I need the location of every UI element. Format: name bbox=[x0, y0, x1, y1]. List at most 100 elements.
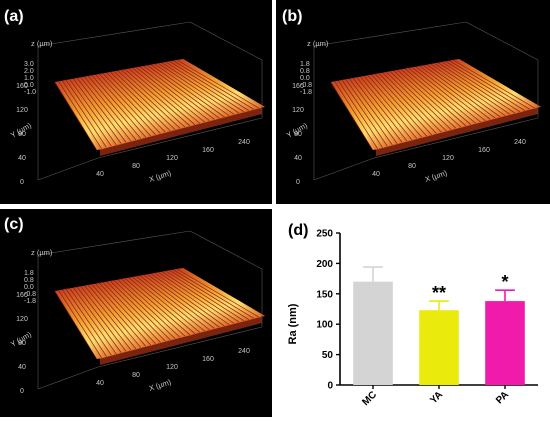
surface-ridge bbox=[415, 65, 493, 121]
x-tick-label: 160 bbox=[202, 147, 214, 154]
surface-ridge bbox=[125, 277, 197, 335]
y-tick-label: 0 bbox=[20, 179, 24, 186]
y-tick-label: 150 bbox=[316, 289, 333, 300]
surface-ridge bbox=[136, 66, 212, 122]
ridge-groove bbox=[87, 284, 142, 348]
significance-marker: ** bbox=[432, 283, 446, 303]
y-tick-label: 0 bbox=[296, 179, 300, 186]
surface-ridge bbox=[121, 278, 192, 337]
surface-ridge bbox=[419, 65, 498, 120]
ridge-groove bbox=[121, 278, 186, 337]
surface-ridge bbox=[452, 59, 542, 108]
surface-ridge bbox=[158, 62, 241, 115]
ridge-groove bbox=[349, 78, 398, 144]
surface-ridge bbox=[367, 74, 429, 138]
z-tick-label: 2.0 bbox=[24, 68, 34, 75]
ridge-groove bbox=[445, 61, 526, 111]
ridge-groove bbox=[374, 73, 432, 135]
y-tick-label: 0 bbox=[327, 381, 333, 392]
ridge-groove bbox=[117, 70, 181, 129]
surface-ridge bbox=[110, 280, 177, 340]
surface-ridge bbox=[143, 65, 222, 120]
ridge-groove bbox=[132, 276, 201, 333]
surface-ridge bbox=[364, 75, 424, 139]
surface-ridge bbox=[434, 62, 517, 115]
surface-ridge bbox=[169, 269, 256, 320]
surface-ridge bbox=[426, 63, 507, 117]
ridge-groove bbox=[169, 61, 250, 111]
y-tick-label: 40 bbox=[18, 155, 26, 162]
surface-ridge bbox=[91, 283, 153, 347]
surface-ridge bbox=[88, 284, 148, 348]
ridge-groove bbox=[73, 287, 122, 353]
ridge-groove bbox=[176, 59, 259, 109]
ridge-groove bbox=[110, 280, 171, 341]
surface-ridge bbox=[408, 67, 483, 124]
ridge-groove bbox=[150, 273, 225, 327]
z-tick-label: 1.0 bbox=[24, 75, 34, 82]
surface-ridge bbox=[106, 280, 172, 342]
surface-ridge bbox=[176, 268, 266, 317]
surface-ridge bbox=[165, 61, 251, 112]
ridge-groove bbox=[135, 67, 206, 123]
ridge-groove bbox=[161, 271, 240, 323]
ridge-groove bbox=[58, 290, 103, 358]
surface-ridge bbox=[69, 78, 123, 145]
surface-front-edge bbox=[376, 108, 538, 156]
surface-ridge bbox=[356, 76, 414, 142]
y-tick-label: 100 bbox=[316, 320, 333, 331]
x-tick-label: 120 bbox=[442, 155, 454, 162]
ridge-groove bbox=[110, 71, 171, 132]
ridge-groove bbox=[65, 288, 112, 356]
ridge-groove bbox=[430, 63, 506, 116]
x-tick-label: 80 bbox=[408, 163, 416, 170]
y-tick-label: 80 bbox=[18, 131, 26, 138]
x-tick-label: 40 bbox=[96, 171, 104, 178]
ridge-groove bbox=[419, 65, 491, 120]
ridge-groove bbox=[363, 75, 418, 139]
x-tick-label: 80 bbox=[132, 163, 140, 170]
ridge-groove bbox=[341, 79, 388, 147]
surface-ridge bbox=[128, 67, 202, 125]
ridge-groove bbox=[345, 79, 393, 146]
ridge-groove bbox=[415, 66, 486, 122]
x-tick-label: 120 bbox=[166, 155, 178, 162]
surface-plot-b: z (µm)1.80.80.0-0.8-1.8Y (µm)16012080400… bbox=[285, 21, 542, 186]
ridge-groove bbox=[139, 66, 210, 122]
surface-ridges bbox=[54, 268, 266, 365]
ridge-groove bbox=[161, 62, 240, 114]
surface-ridge bbox=[375, 73, 439, 135]
category-label: MC bbox=[360, 389, 379, 408]
surface-ridge bbox=[80, 285, 138, 351]
surface-ridge bbox=[73, 77, 128, 144]
surface-ridge bbox=[349, 77, 404, 144]
ridge-groove bbox=[87, 75, 142, 139]
surface-ridge bbox=[352, 77, 409, 143]
surface-ridge bbox=[113, 70, 182, 130]
surface-ridge bbox=[73, 286, 128, 353]
ridge-groove bbox=[386, 71, 447, 132]
surface-ridge bbox=[132, 67, 207, 124]
category-label: YA bbox=[428, 389, 445, 406]
ridge-groove bbox=[84, 76, 137, 141]
surface-ridge bbox=[158, 271, 241, 324]
y-tick-label: 120 bbox=[16, 316, 28, 323]
bar-ya bbox=[419, 310, 459, 385]
ridge-groove bbox=[54, 81, 98, 151]
ridge-groove bbox=[165, 270, 245, 322]
z-tick-label: 0.8 bbox=[24, 277, 34, 284]
ridge-groove bbox=[378, 73, 437, 134]
y-tick-label: 200 bbox=[316, 259, 333, 270]
x-tick-label: 80 bbox=[132, 372, 140, 379]
z-axis-title: z (µm) bbox=[31, 248, 53, 257]
ridge-groove bbox=[158, 63, 235, 115]
surface-ridge bbox=[360, 75, 419, 140]
x-tick-label: 160 bbox=[202, 356, 214, 363]
surface-ridge bbox=[147, 64, 226, 119]
ridge-groove bbox=[371, 74, 428, 137]
ra-bar-chart-svg: (d) Ra (nm) 0 50 100 150 200 250 MC YA ** PA * bbox=[287, 222, 538, 408]
surface-ridge bbox=[99, 73, 163, 135]
surface-ridge bbox=[117, 69, 187, 129]
ridge-groove bbox=[113, 71, 176, 130]
surface-ridges bbox=[330, 59, 542, 156]
